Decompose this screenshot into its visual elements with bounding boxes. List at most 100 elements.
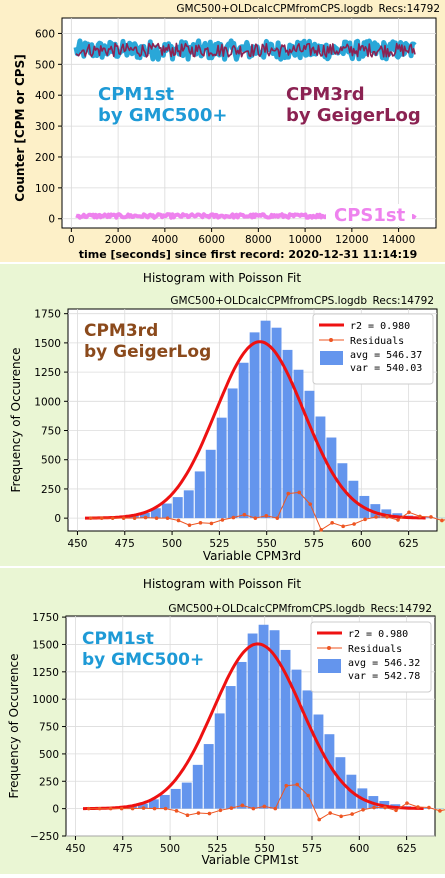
residual-point — [221, 518, 225, 522]
residual-point — [396, 518, 400, 522]
x-tick-label: 4000 — [151, 234, 178, 246]
residual-point — [286, 492, 290, 496]
x-tick-label: 575 — [302, 843, 322, 855]
residual-point — [418, 515, 422, 519]
legend-residuals: Residuals — [350, 336, 404, 347]
y-tick-label: 1000 — [34, 396, 61, 408]
residual-point — [111, 516, 115, 520]
y-tick-label: 1250 — [32, 667, 59, 679]
x-tick-label: 10000 — [288, 234, 321, 246]
x-tick-label: 500 — [162, 538, 182, 550]
y-tick-label: 1250 — [34, 367, 61, 379]
residual-point — [122, 516, 126, 520]
annotation-line2: by GMC500+ — [82, 650, 204, 670]
residual-point — [341, 525, 345, 529]
x-tick-label: 500 — [160, 843, 180, 855]
residual-point — [186, 813, 190, 817]
legend-residuals: Residuals — [348, 644, 402, 655]
x-tick-label: 450 — [65, 843, 85, 855]
residual-point — [164, 807, 168, 811]
y-tick-label: 250 — [41, 484, 61, 496]
x-tick-label: 625 — [397, 843, 417, 855]
annotation-line2: by GeigerLog — [84, 342, 211, 362]
x-axis-label: Variable CPM3rd — [203, 549, 301, 563]
residual-point — [208, 812, 212, 816]
residual-point — [350, 812, 354, 816]
x-axis-label: time [seconds] since first record: 2020-… — [79, 248, 418, 261]
y-tick-label: −250 — [30, 831, 59, 843]
x-tick-label: 600 — [351, 538, 371, 550]
residual-point — [155, 516, 159, 520]
annotation-cpm3rd-line1: CPM3rd — [286, 84, 365, 105]
histogram-bar — [182, 783, 192, 809]
x-tick-label: 2000 — [105, 234, 132, 246]
residual-point — [284, 784, 288, 788]
residual-point — [219, 808, 223, 812]
residual-point — [232, 516, 236, 520]
y-tick-label: 0 — [52, 804, 59, 816]
residual-point — [142, 806, 146, 810]
residual-point — [352, 522, 356, 526]
residual-point — [252, 807, 256, 811]
histogram-cpm1st-panel: Histogram with Poisson Fit GMC500+OLDcal… — [0, 568, 445, 874]
annotation-cpm3rd-line2: by GeigerLog — [286, 105, 421, 126]
legend-residual-marker — [327, 646, 331, 650]
histogram-bar — [261, 321, 271, 518]
histogram-cpm1st-chart: Histogram with Poisson Fit GMC500+OLDcal… — [0, 568, 445, 874]
histogram-bar — [162, 504, 172, 519]
chart-header: GMC500+OLDcalcCPMfromCPS.logdb — [170, 295, 367, 307]
residual-point — [241, 804, 245, 808]
histogram-cpm3rd-panel: Histogram with Poisson Fit GMC500+OLDcal… — [0, 264, 445, 566]
y-axis-label: Counter [CPM or CPS] — [13, 54, 27, 201]
residual-point — [133, 516, 137, 520]
residual-point — [153, 807, 157, 811]
residual-point — [295, 783, 299, 787]
histogram-bar — [195, 471, 205, 518]
y-tick-label: 250 — [39, 776, 59, 788]
residual-point — [166, 516, 170, 520]
residual-point — [175, 809, 179, 813]
histogram-bar — [226, 686, 236, 809]
y-tick-label: 1750 — [34, 309, 61, 321]
histogram-bar — [217, 418, 227, 518]
residual-point — [230, 806, 234, 810]
residual-point — [319, 528, 323, 532]
figure-title: Histogram with Poisson Fit — [143, 271, 301, 285]
y-tick-label: 1000 — [32, 694, 59, 706]
histogram-bar — [206, 450, 216, 518]
residual-point — [131, 807, 135, 811]
x-tick-label: 625 — [399, 538, 419, 550]
legend-bar-swatch — [318, 659, 341, 673]
x-axis-label: Variable CPM1st — [202, 853, 299, 867]
residual-point — [177, 519, 181, 523]
residual-point — [383, 806, 387, 810]
residual-point — [440, 519, 444, 523]
x-tick-label: 475 — [113, 843, 133, 855]
legend-avg: avg = 546.37 — [350, 350, 422, 361]
legend-r2: r2 = 0.980 — [348, 629, 408, 640]
x-tick-label: 14000 — [382, 234, 415, 246]
residual-point — [308, 502, 312, 506]
y-tick-label: 400 — [35, 90, 55, 102]
histogram-cpm3rd-chart: Histogram with Poisson Fit GMC500+OLDcal… — [0, 264, 445, 566]
residual-point — [297, 491, 301, 495]
residual-point — [199, 521, 203, 525]
y-tick-label: 750 — [39, 722, 59, 734]
y-tick-label: 600 — [35, 28, 55, 40]
residual-point — [405, 801, 409, 805]
x-tick-label: 450 — [67, 538, 87, 550]
residual-point — [109, 807, 113, 811]
annotation-line1: CPM3rd — [84, 321, 158, 341]
x-tick-label: 8000 — [245, 234, 272, 246]
annotation-cpm1st-line1: CPM1st — [98, 84, 175, 105]
x-tick-label: 600 — [349, 843, 369, 855]
residual-point — [144, 516, 148, 520]
residual-point — [243, 513, 247, 517]
residual-point — [210, 522, 214, 526]
residual-point — [273, 807, 277, 811]
legend: r2 = 0.980 Residuals avg = 546.37 var = … — [313, 314, 433, 384]
legend-residual-marker — [329, 338, 333, 342]
histogram-bar — [316, 416, 326, 518]
legend-bar-swatch — [320, 351, 343, 365]
